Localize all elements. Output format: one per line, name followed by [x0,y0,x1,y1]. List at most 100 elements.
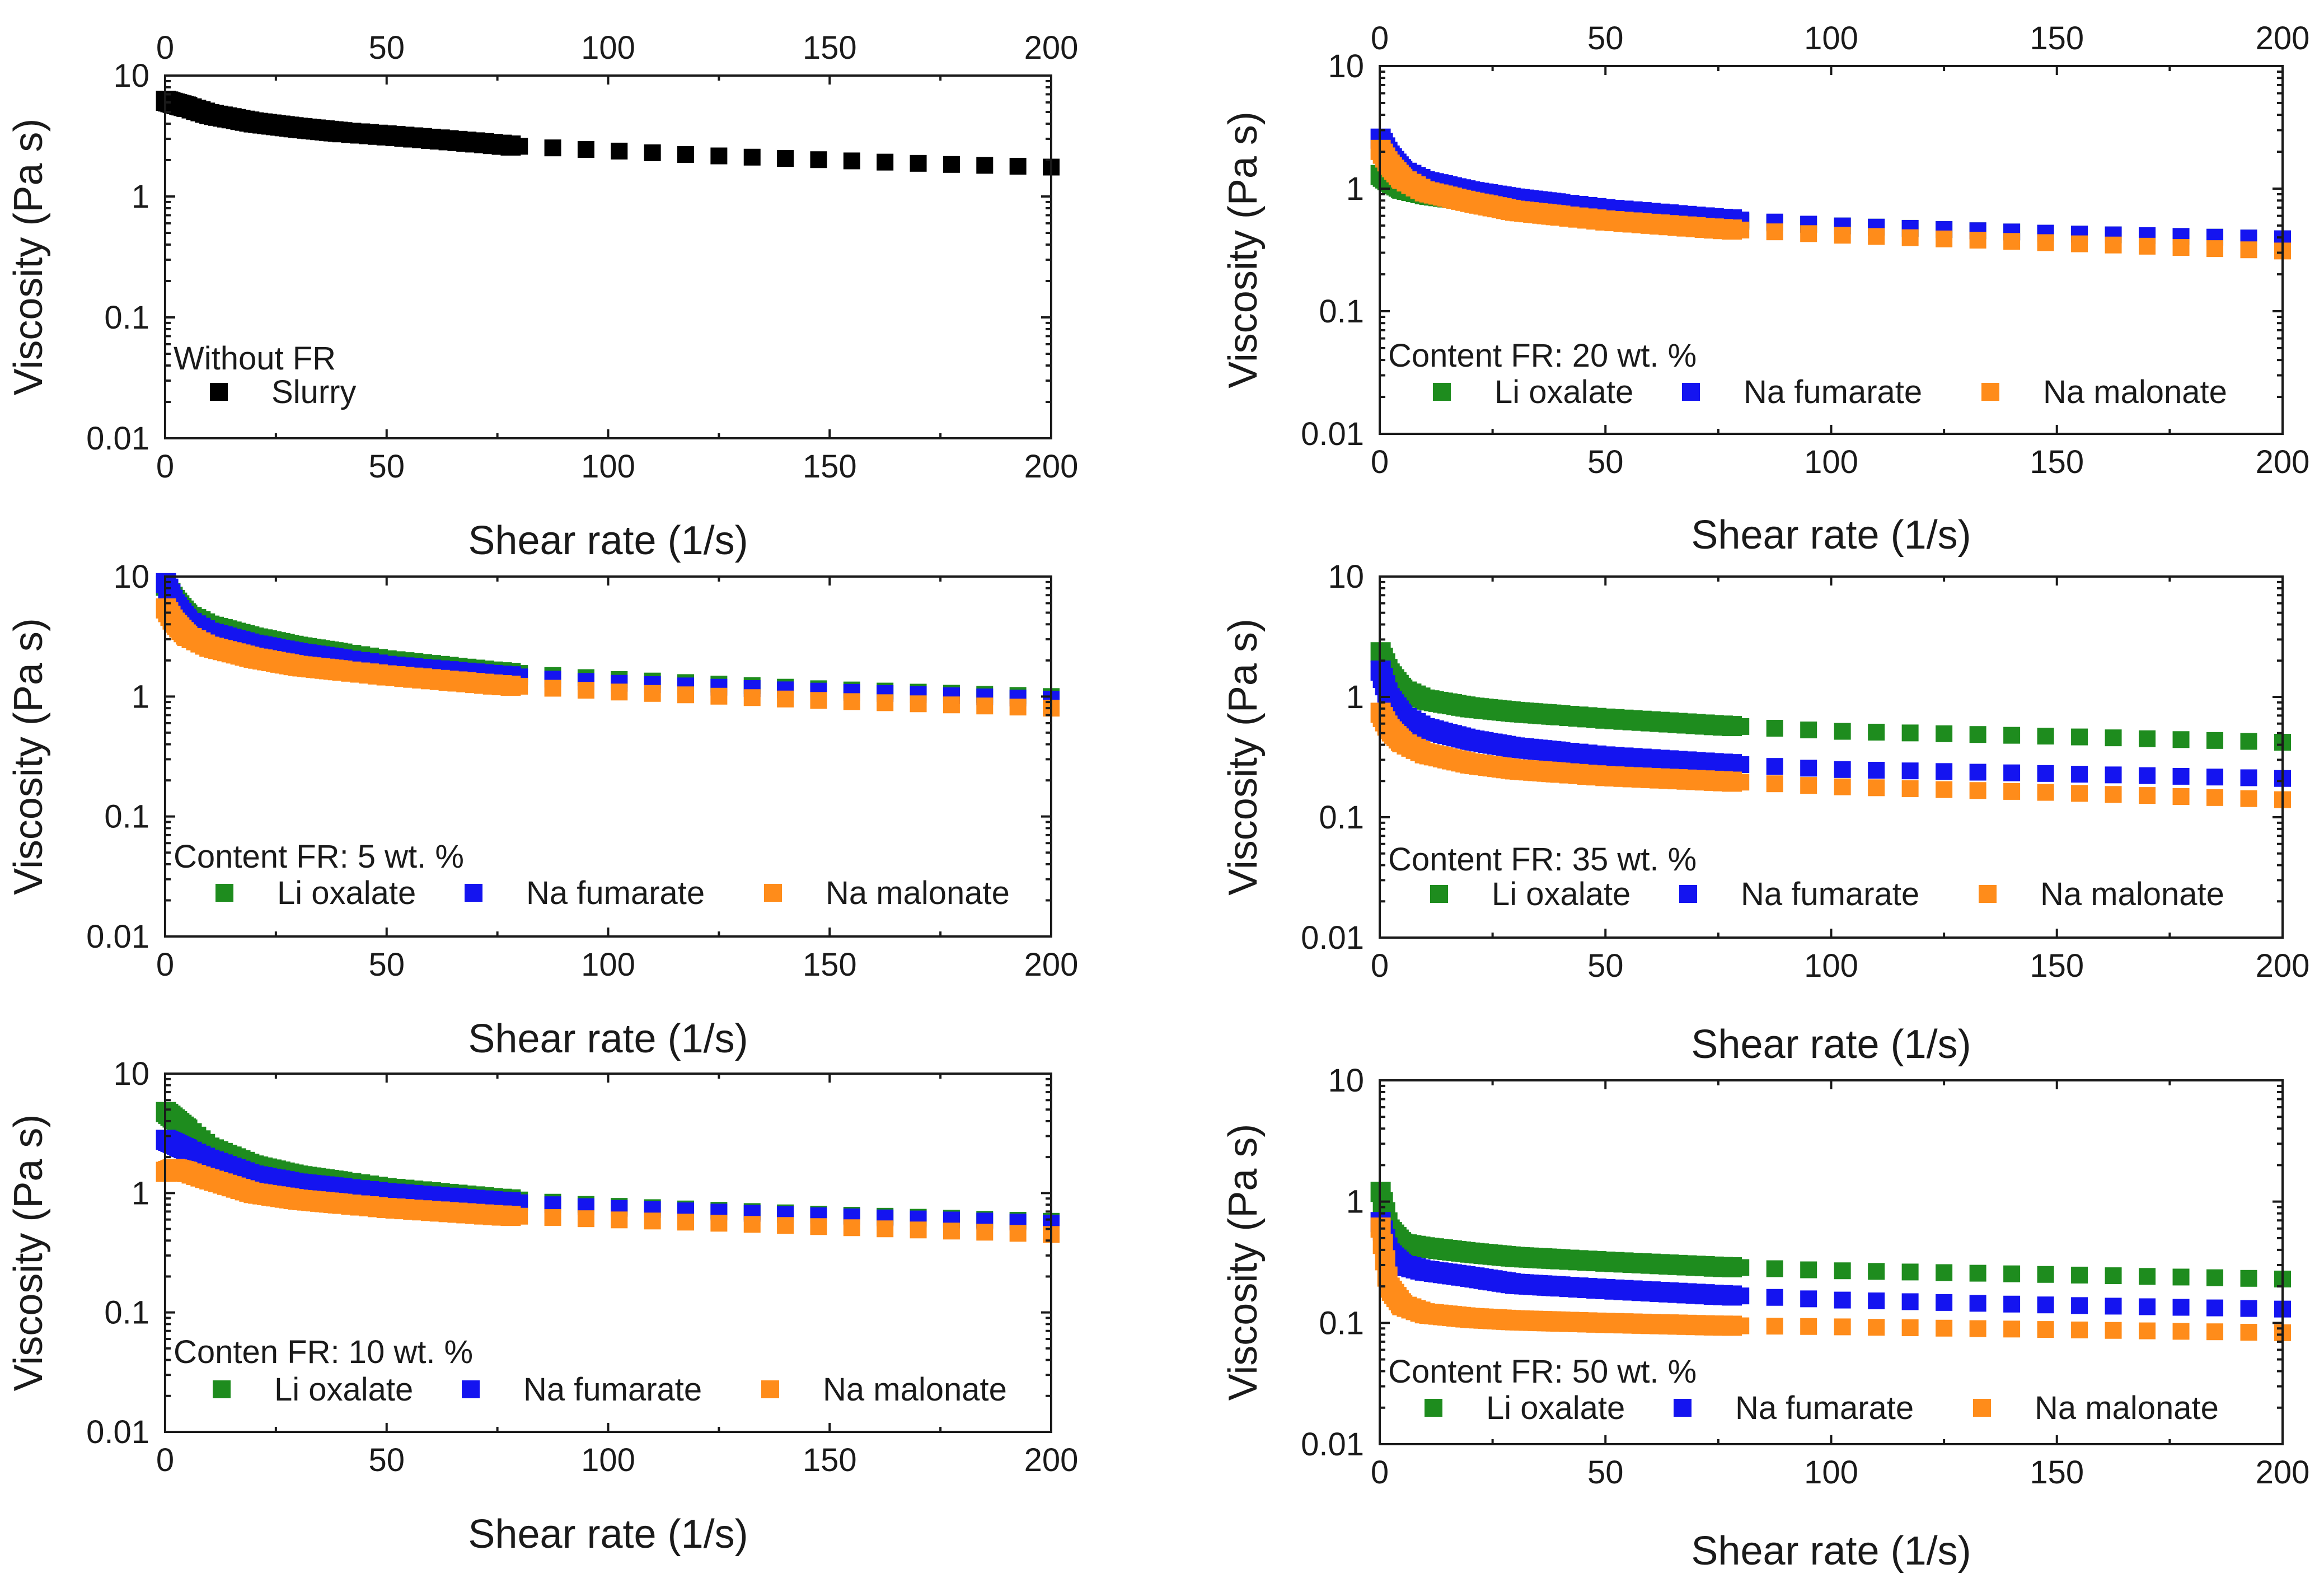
data-point [1936,781,1953,798]
data-point [777,1217,794,1234]
y-tick-label: 10 [1328,1062,1364,1099]
data-point [2037,234,2054,251]
data-point [2240,1270,2257,1287]
data-point [2240,1324,2257,1341]
data-point [1901,762,1919,780]
data-point [511,677,528,695]
x-axis-title: Shear rate (1/s) [1691,1022,1971,1067]
legend-label: Na fumarate [523,1371,702,1408]
y-tick-label: 1 [132,1175,149,1211]
data-point [2139,1268,2156,1285]
x-tick-label: 200 [1024,947,1079,983]
data-point [710,687,728,705]
y-tick-label: 10 [113,58,149,94]
legend-marker [761,1380,779,1398]
x-tick-label: 100 [581,947,635,983]
y-tick-label: 0.01 [86,919,149,955]
data-point [2105,236,2122,254]
legend-marker [213,1380,231,1398]
x-tick-label-top: 150 [803,30,857,66]
data-point [1800,225,1817,242]
data-point [810,151,827,168]
data-point [677,146,695,163]
data-point [1868,1292,1885,1310]
series-na-fumarate [1370,1212,2291,1318]
data-point [2105,729,2122,747]
x-tick-label: 150 [2030,444,2084,480]
data-point [677,686,695,704]
data-point [2071,1266,2088,1284]
y-axis-title: Viscosity (Pa s) [1221,619,1266,896]
data-point [2240,241,2257,259]
data-point [1901,229,1919,246]
data-point [1009,157,1027,175]
y-tick-label: 0.1 [1319,799,1364,836]
data-point [910,154,927,172]
series-li-oxalate [1370,642,2291,751]
legend-marker [210,383,228,401]
y-axis-title: Viscosity (Pa s) [1221,111,1266,388]
x-tick-label-top: 200 [1024,30,1079,66]
data-point [943,1223,960,1240]
data-point [2240,733,2257,750]
y-tick-label: 1 [1346,679,1364,715]
data-point [1969,764,1986,781]
data-point [611,1211,628,1229]
data-point [577,1210,594,1228]
x-tick-label: 200 [1024,1442,1079,1478]
data-points [1370,642,2291,808]
legend-title: Content FR: 5 wt. % [174,839,464,875]
data-point [577,140,594,158]
data-point [1936,725,1953,742]
data-point [1901,780,1919,797]
data-point [2172,1268,2190,1286]
data-point [2206,1323,2224,1341]
x-tick-label: 0 [156,448,174,485]
data-point [1766,758,1783,775]
data-point [877,153,894,171]
data-point [2003,233,2021,250]
data-points [1370,128,2291,260]
legend-title: Conten FR: 10 wt. % [174,1334,473,1370]
data-point [1834,723,1851,740]
x-tick-label-top: 100 [1804,20,1858,57]
y-axis-title: Viscosity (Pa s) [1221,1124,1266,1401]
data-point [1800,1261,1817,1278]
data-point [2172,731,2190,748]
legend-label: Li oxalate [274,1371,413,1408]
x-tick-label-top: 150 [2030,20,2084,57]
data-point [2172,767,2190,785]
legend-label: Na fumarate [1741,876,1919,912]
data-point [1834,761,1851,778]
legend-label: Slurry [271,374,356,410]
legend-label: Li oxalate [277,875,416,911]
data-point [910,1221,927,1239]
x-tick-label: 150 [803,1442,857,1478]
chart-panel-1: 0 0 50 50 100 100 150 150 200 200 0.01 0.1 1 10 Shear … [6,30,1078,563]
y-tick-label: 10 [1328,48,1364,85]
data-point [2139,1298,2156,1315]
data-point [1766,775,1783,793]
legend-marker [1433,383,1451,401]
data-point [777,149,794,167]
data-point [2240,769,2257,786]
y-tick-label: 0.1 [1319,293,1364,330]
data-point [843,1219,860,1237]
data-point [2071,785,2088,802]
data-point [1936,1294,1953,1311]
y-tick-label: 0.1 [104,299,149,336]
data-point [743,1216,761,1233]
y-axis-title: Viscosity (Pa s) [6,119,51,396]
data-point [777,690,794,708]
data-point [1969,782,1986,799]
x-tick-label: 100 [1804,444,1858,480]
x-tick-label: 150 [803,448,857,485]
data-point [1732,774,1750,791]
data-point [1800,722,1817,739]
data-point [2172,1323,2190,1340]
y-tick-label: 0.01 [86,420,149,457]
y-tick-label: 0.01 [86,1414,149,1450]
data-point [943,696,960,714]
data-point [1834,1318,1851,1336]
